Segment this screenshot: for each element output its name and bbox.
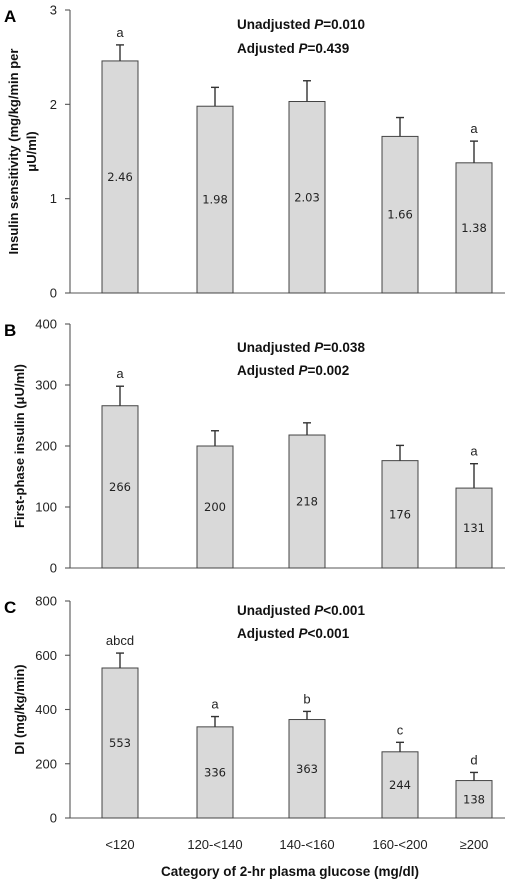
- y-tick-label: 300: [35, 378, 57, 393]
- stat-italic-p: P: [314, 340, 324, 355]
- stat-label: Adjusted: [237, 363, 299, 378]
- stat-value: =0.038: [323, 340, 365, 355]
- bar-value-label: 218: [296, 495, 318, 509]
- stat-label: Unadjusted: [237, 17, 314, 32]
- stat-line: Adjusted P=0.002: [237, 363, 349, 378]
- panel-a: A 0 1 2 3 Insulin sensitivity (mg/kg/min per μ…: [4, 3, 505, 301]
- y-tick-label: 100: [35, 500, 57, 515]
- bar: [288, 101, 326, 294]
- y-tick-label: 3: [50, 3, 57, 18]
- panel-letter: B: [4, 321, 16, 340]
- bar-value-label: 553: [109, 736, 131, 750]
- y-tick-label: 400: [35, 702, 57, 717]
- significance-label: a: [470, 121, 478, 136]
- stat-italic-p: P: [299, 363, 309, 378]
- bar-value-label: 1.98: [202, 193, 228, 207]
- y-axis-label: μU/ml): [24, 131, 39, 171]
- y-axis-label: First-phase insulin (μU/ml): [12, 364, 27, 528]
- bar-value-label: 336: [204, 765, 226, 779]
- bar: [101, 60, 139, 294]
- stat-label: Unadjusted: [237, 340, 314, 355]
- y-tick-label: 600: [35, 648, 57, 663]
- x-tick-label: 140-<160: [279, 837, 334, 852]
- bar: [455, 162, 493, 294]
- stat-value: <0.001: [308, 626, 350, 641]
- significance-label: a: [116, 25, 124, 40]
- x-axis-title: Category of 2-hr plasma glucose (mg/dl): [161, 864, 419, 879]
- x-tick-label: 160-<200: [372, 837, 427, 852]
- y-tick-label: 800: [35, 594, 57, 609]
- bar: [196, 726, 234, 819]
- bar: [101, 405, 139, 569]
- y-tick-label: 200: [35, 439, 57, 454]
- bar-value-label: 138: [463, 792, 485, 806]
- y-tick-label: 0: [50, 286, 57, 301]
- significance-label: d: [470, 752, 477, 767]
- bar-value-label: 1.66: [387, 208, 413, 222]
- y-tick-label: 2: [50, 97, 57, 112]
- bar: [455, 487, 493, 569]
- significance-label: a: [211, 697, 219, 712]
- x-tick-label: 120-<140: [187, 837, 242, 852]
- stat-label: Adjusted: [237, 626, 299, 641]
- stat-line: Unadjusted P=0.038: [237, 340, 365, 355]
- bar: [288, 719, 326, 819]
- stat-value: =0.010: [323, 17, 365, 32]
- bar-value-label: 2.46: [107, 170, 133, 184]
- stat-line: Adjusted P<0.001: [237, 626, 350, 641]
- significance-label: b: [303, 691, 310, 706]
- stat-value: =0.002: [308, 363, 350, 378]
- bar: [381, 751, 419, 819]
- stat-italic-p: P: [314, 17, 324, 32]
- bar-value-label: 244: [389, 778, 411, 792]
- y-tick-label: 0: [50, 561, 57, 576]
- panel-b: B 0 100 200 300 400 First-phase insulin (μU/ml…: [4, 317, 505, 576]
- y-tick-label: 200: [35, 756, 57, 771]
- significance-label: a: [470, 444, 478, 459]
- bar-value-label: 131: [463, 521, 485, 535]
- bar-value-label: 266: [109, 480, 131, 494]
- bar-value-label: 176: [389, 507, 411, 521]
- panels-group: A 0 1 2 3 Insulin sensitivity (mg/kg/min per μ…: [4, 3, 505, 852]
- panel-letter: A: [4, 7, 16, 26]
- significance-label: a: [116, 366, 124, 381]
- y-axis-label: Insulin sensitivity (mg/kg/min per: [6, 49, 21, 255]
- stat-line: Adjusted P=0.439: [237, 41, 349, 56]
- stat-label: Unadjusted: [237, 603, 314, 618]
- stat-value: =0.439: [308, 41, 350, 56]
- y-tick-label: 1: [50, 191, 57, 206]
- y-tick-label: 0: [50, 811, 57, 826]
- stat-italic-p: P: [299, 626, 309, 641]
- bar-value-label: 363: [296, 762, 318, 776]
- y-axis-label: DI (mg/kg/min): [12, 664, 27, 754]
- bar: [381, 460, 419, 569]
- bar: [288, 434, 326, 569]
- stat-value: <0.001: [323, 603, 365, 618]
- bar: [381, 135, 419, 294]
- x-tick-label: <120: [105, 837, 134, 852]
- stat-line: Unadjusted P<0.001: [237, 603, 365, 618]
- stat-italic-p: P: [299, 41, 309, 56]
- panel-letter: C: [4, 598, 16, 617]
- stat-line: Unadjusted P=0.010: [237, 17, 365, 32]
- bar-value-label: 2.03: [294, 190, 320, 204]
- significance-label: abcd: [106, 633, 134, 648]
- panel-c: C 0 200 400 600 800 DI (mg/kg/min) Unadjusted P…: [4, 594, 505, 852]
- y-tick-label: 400: [35, 317, 57, 332]
- bar: [196, 105, 234, 294]
- bar: [101, 667, 139, 819]
- bar-value-label: 1.38: [461, 221, 487, 235]
- significance-label: c: [397, 722, 404, 737]
- bar-value-label: 200: [204, 500, 226, 514]
- x-tick-label: ≥200: [460, 837, 489, 852]
- stat-label: Adjusted: [237, 41, 299, 56]
- stat-italic-p: P: [314, 603, 324, 618]
